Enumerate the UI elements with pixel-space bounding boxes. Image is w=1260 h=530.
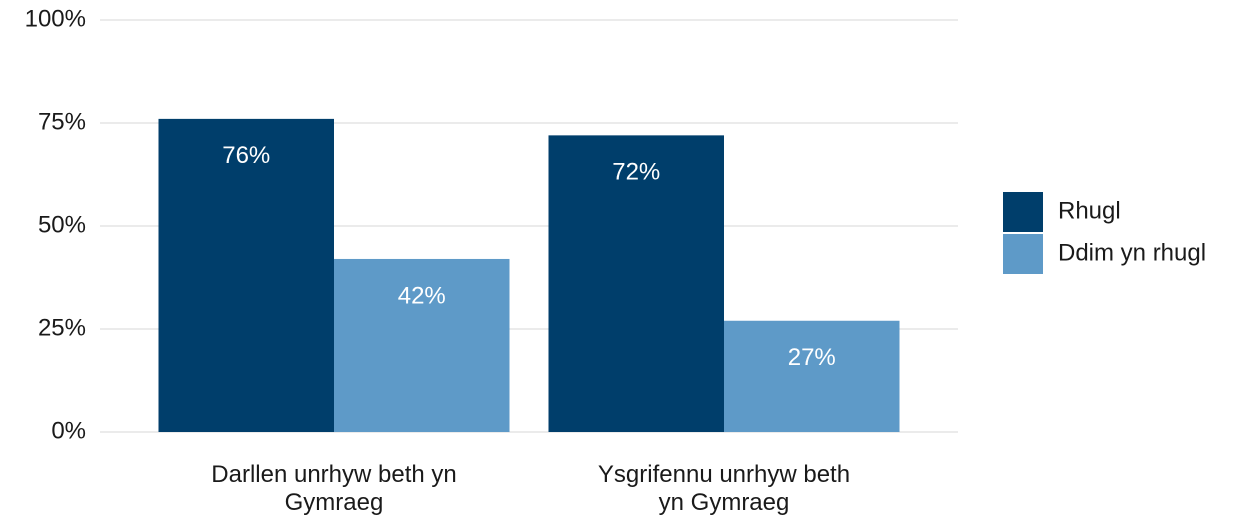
x-tick-label: Darllen unrhyw beth yn Gymraeg [211, 461, 456, 516]
bar [158, 118, 334, 432]
bar [334, 258, 510, 432]
y-tick-label: 75% [38, 108, 86, 135]
value-label: 72% [612, 159, 660, 186]
value-label: 76% [222, 142, 270, 169]
value-label: 27% [788, 344, 836, 371]
y-tick-label: 0% [51, 417, 86, 444]
bar [724, 320, 900, 432]
legend-label: Rhugl [1058, 197, 1121, 224]
y-tick-label: 25% [38, 314, 86, 341]
y-tick-label: 50% [38, 211, 86, 238]
bar [548, 135, 724, 433]
x-tick-label: Ysgrifennu unrhyw beth yn Gymraeg [598, 461, 850, 516]
legend-key [1003, 234, 1043, 274]
value-label: 42% [398, 282, 446, 309]
legend-label: Ddim yn rhugl [1058, 239, 1206, 266]
y-tick-label: 100% [25, 5, 86, 32]
legend-key [1003, 192, 1043, 232]
